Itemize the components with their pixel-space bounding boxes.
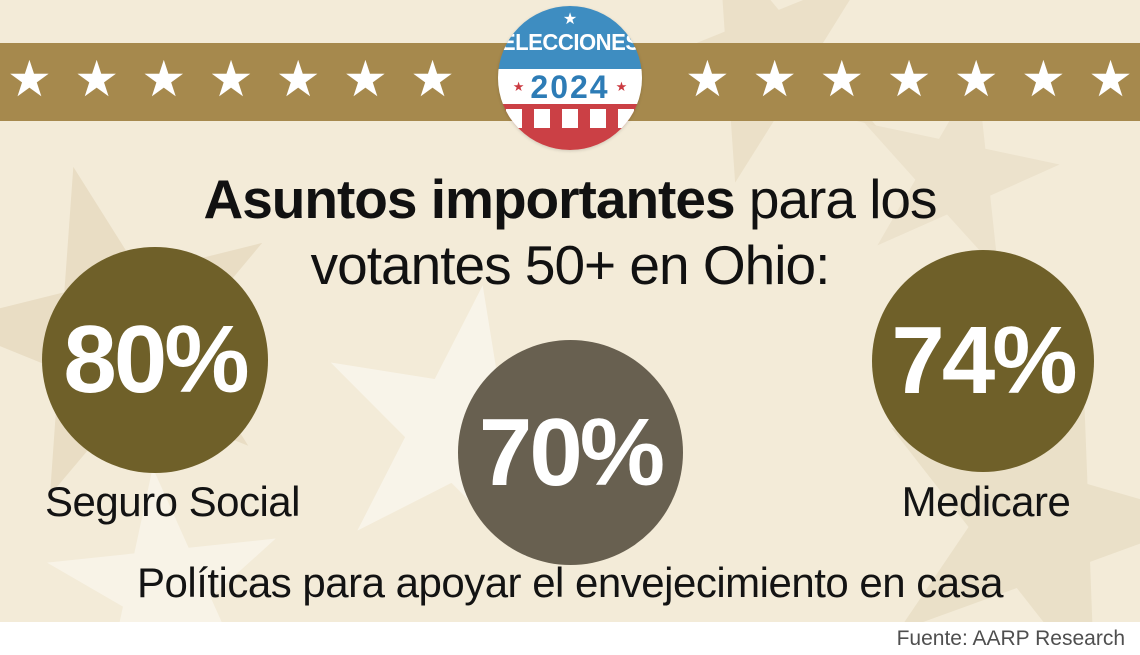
stat-label-envejecimiento: Políticas para apoyar el envejecimiento … <box>136 559 1004 606</box>
star-icon: ★ <box>685 51 730 107</box>
star-icon: ★ <box>1088 51 1133 107</box>
star-icon: ★ <box>1020 51 1066 107</box>
page-title-line2: votantes 50+ en Ohio: <box>310 234 831 296</box>
stat-label-seguro-social: Seguro Social <box>45 478 301 525</box>
star-icon: ★ <box>819 51 865 107</box>
badge-year: 2024 <box>530 68 610 105</box>
star-icon: ★ <box>562 11 578 28</box>
star-icon: ★ <box>752 51 798 107</box>
star-icon: ★ <box>615 79 628 94</box>
badge-bunting-section <box>498 104 642 150</box>
star-icon: ★ <box>141 51 187 107</box>
star-icon: ★ <box>342 51 388 107</box>
badge-year-band: ★ 2024 ★ <box>498 69 642 104</box>
star-icon: ★ <box>7 51 52 107</box>
star-icon: ★ <box>410 51 455 107</box>
page-title-bold: Asuntos importantes <box>203 168 735 230</box>
elecciones-2024-badge: ★ ELECCIONES ★ 2024 ★ <box>498 6 642 150</box>
stat-circle-envejecimiento: 70% <box>458 340 683 565</box>
source-footer: Fuente: AARP Research <box>0 622 1140 655</box>
banner-stars-left: ★ ★ ★ ★ ★ ★ ★ <box>7 43 455 121</box>
star-icon: ★ <box>208 51 254 107</box>
page-title: Asuntos importantes para los votantes 50… <box>0 166 1140 298</box>
star-icon: ★ <box>886 51 932 107</box>
stat-value: 70% <box>478 398 665 506</box>
star-icon: ★ <box>953 51 999 107</box>
stat-circle-seguro-social: 80% <box>42 247 268 473</box>
bunting-picket <box>534 109 550 128</box>
stat-circle-medicare: 74% <box>872 250 1094 472</box>
star-icon: ★ <box>275 51 321 107</box>
badge-title: ELECCIONES <box>500 29 640 55</box>
bunting-picket <box>562 109 578 128</box>
star-icon: ★ <box>74 51 120 107</box>
banner-stars-right: ★ ★ ★ ★ ★ ★ ★ <box>685 43 1133 121</box>
star-icon: ★ <box>512 79 525 94</box>
stat-label-medicare: Medicare <box>901 478 1071 525</box>
stat-value: 80% <box>63 306 249 413</box>
page-title-line1: Asuntos importantes para los <box>0 166 1140 232</box>
source-text: Fuente: AARP Research <box>896 626 1125 650</box>
page-title-regular: para los <box>734 168 938 230</box>
bunting-picket <box>590 109 606 128</box>
stat-value: 74% <box>891 307 1077 414</box>
